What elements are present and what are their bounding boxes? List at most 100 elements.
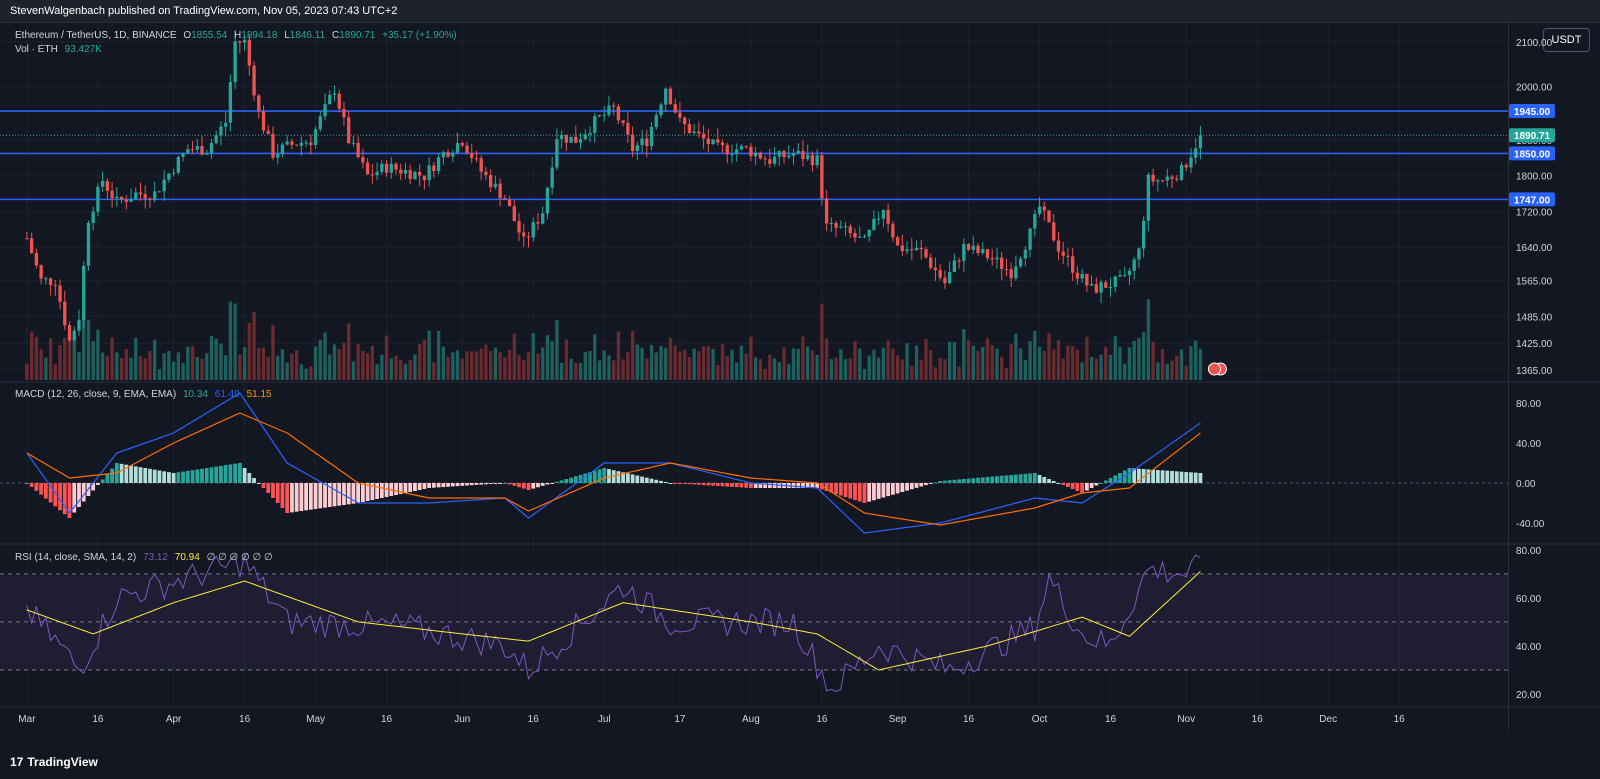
symbol-label: Ethereum / TetherUS, 1D, BINANCE [15, 30, 177, 41]
candle-body [1123, 275, 1127, 277]
macd-histogram-bar [261, 483, 266, 488]
candle-body [427, 165, 431, 181]
macd-histogram-bar [550, 483, 555, 484]
candle-body [791, 153, 796, 156]
tradingview-logo[interactable]: 17 TradingView [10, 755, 98, 769]
macd-histogram-bar [739, 483, 744, 488]
candle-body [299, 142, 304, 146]
price-tick-label: 1365.00 [1516, 366, 1553, 377]
macd-histogram-bar [1113, 475, 1118, 483]
macd-histogram-bar [1004, 475, 1009, 483]
macd-histogram-bar [734, 483, 739, 488]
candle-body [1113, 276, 1117, 287]
volume-bar [1179, 349, 1184, 380]
grid-lines [0, 23, 1600, 730]
candle-body [261, 111, 266, 131]
macd-histogram-bar [905, 483, 909, 491]
macd-histogram-bar [725, 483, 730, 487]
macd-histogram-bar [1189, 472, 1193, 483]
volume-bar [919, 359, 923, 380]
candle-body [895, 237, 900, 246]
candle-body [384, 163, 389, 173]
volume-bar [545, 335, 550, 380]
macd-histogram-bar [654, 479, 659, 483]
volume-bar [351, 361, 356, 380]
candle-body [247, 39, 251, 66]
macd-histogram-bar [91, 483, 96, 491]
volume-bar [602, 350, 606, 380]
level-badge [1509, 192, 1555, 207]
rsi-value: 73.12 [142, 552, 168, 563]
time-axis: Mar 16 Apr 16 May 16 Jun 16 Jul 17 Aug 16 Sep 16 Oct 16… [18, 714, 1405, 725]
macd-histogram-bar [961, 479, 966, 483]
volume-bar [820, 303, 824, 380]
candle-body [1141, 220, 1146, 249]
macd-histogram-bar [384, 483, 389, 497]
price-tick-label: 1720.00 [1516, 207, 1553, 218]
candle-body [44, 278, 48, 280]
macd-histogram-bar [441, 483, 446, 488]
macd-histogram-bar [980, 477, 985, 483]
volume-bar [583, 352, 587, 380]
volume-bar [432, 362, 436, 380]
macd-tick-label: -40.00 [1516, 519, 1545, 530]
macd-histogram-bar [564, 479, 569, 483]
volume-bar [105, 355, 110, 380]
volume-bar [446, 356, 450, 380]
macd-histogram-bar [25, 483, 29, 484]
candle-body [810, 155, 815, 166]
volume-bar [768, 354, 772, 380]
candle-body [962, 243, 966, 261]
candle-body [233, 41, 237, 83]
currency-button[interactable]: USDT [1543, 28, 1590, 52]
macd-histogram-bar [644, 477, 649, 483]
candle-body [900, 245, 904, 252]
macd-histogram-bar [318, 483, 323, 509]
candle-body [787, 155, 791, 158]
candle-body [678, 112, 682, 118]
macd-histogram-bar [1165, 470, 1170, 483]
candle-body [507, 199, 512, 207]
volume-bar [1194, 340, 1198, 380]
volume-bar [943, 359, 947, 380]
volume-bar [503, 357, 507, 380]
macd-histogram-bar [536, 483, 540, 488]
rsi-ma-line [26, 571, 1201, 671]
volume-bar [947, 341, 952, 380]
volume-bar [228, 301, 233, 380]
candle-body [124, 199, 128, 202]
candle-body [1037, 206, 1042, 214]
volume-bar [119, 357, 124, 380]
volume-value: 93.427K [64, 44, 102, 55]
volume-bar [720, 344, 725, 380]
candle-body [1056, 240, 1061, 252]
volume-bar [881, 347, 886, 380]
macd-histogram-bar [909, 483, 914, 490]
volume-bar [607, 355, 611, 380]
volume-label: Vol · ETH [15, 44, 58, 55]
time-tick-label: Nov [1177, 714, 1195, 725]
macd-histogram-bar [966, 478, 971, 483]
volume-bar [1089, 356, 1094, 380]
high-label: H [234, 30, 242, 41]
macd-histogram-bar [62, 483, 67, 515]
volume-bar [488, 350, 493, 380]
candle-body [157, 191, 162, 193]
macd-histogram-bar [1127, 468, 1132, 483]
volume-bar [801, 336, 805, 380]
macd-histogram-bar [1184, 472, 1189, 483]
volume-bar [304, 368, 308, 380]
macd-histogram-bar [692, 483, 697, 485]
volume-bar [853, 341, 857, 380]
volume-bar [962, 329, 966, 380]
macd-histogram-bar [77, 483, 81, 507]
macd-histogram-bar [280, 483, 285, 508]
macd-histogram-bar [58, 483, 62, 511]
macd-histogram-bar [209, 467, 214, 483]
macd-histogram-bar [1037, 475, 1042, 483]
candle-body [753, 152, 758, 157]
macd-histogram-bar [1056, 483, 1061, 484]
macd-hist-value: 10.34 [182, 389, 208, 400]
volume-bar [441, 346, 445, 380]
